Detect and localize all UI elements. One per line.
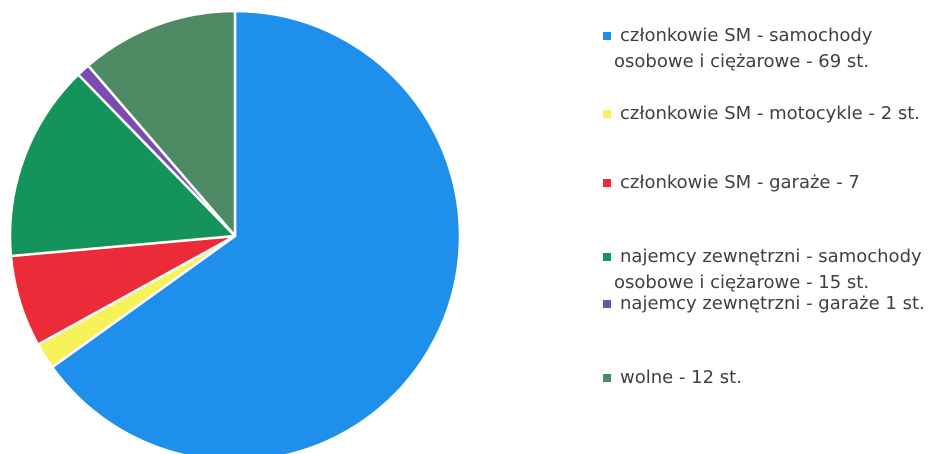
legend-marker-6 <box>603 374 611 382</box>
legend-label-5-line-1: najemcy zewnętrzni - garaże 1 st. <box>620 293 925 314</box>
legend-marker-4 <box>603 253 611 261</box>
legend-label-2-line-1: członkowie SM - motocykle - 2 st. <box>620 103 920 124</box>
pie-slice-4 <box>8 73 237 258</box>
legend-label-4-line-1: najemcy zewnętrzni - samochody <box>620 246 922 267</box>
pie-slice-6 <box>86 9 237 238</box>
legend-marker-1 <box>603 32 611 40</box>
legend-label-4-line-2: osobowe i ciężarowe - 15 st. <box>614 272 869 293</box>
legend-marker-5 <box>603 300 611 308</box>
legend-item-4: najemcy zewnętrzni - samochody osobowe i … <box>603 246 922 293</box>
legend-item-1: członkowie SM - samochody osobowe i cięża… <box>603 25 873 72</box>
legend-label-1-line-2: osobowe i ciężarowe - 69 st. <box>614 51 869 72</box>
legend-item-3: członkowie SM - garaże - 7 <box>603 172 860 193</box>
legend-marker-2 <box>603 110 611 118</box>
legend-item-6: wolne - 12 st. <box>603 367 742 388</box>
legend-marker-3 <box>603 179 611 187</box>
pie-slices <box>8 9 462 454</box>
pie-slice-1 <box>50 9 462 454</box>
legend-item-5: najemcy zewnętrzni - garaże 1 st. <box>603 293 925 314</box>
legend: członkowie SM - samochody osobowe i cięża… <box>603 25 925 388</box>
legend-label-1-line-1: członkowie SM - samochody <box>620 25 873 46</box>
legend-item-2: członkowie SM - motocykle - 2 st. <box>603 103 920 124</box>
legend-label-3-line-1: członkowie SM - garaże - 7 <box>620 172 860 193</box>
legend-label-6-line-1: wolne - 12 st. <box>620 367 742 388</box>
